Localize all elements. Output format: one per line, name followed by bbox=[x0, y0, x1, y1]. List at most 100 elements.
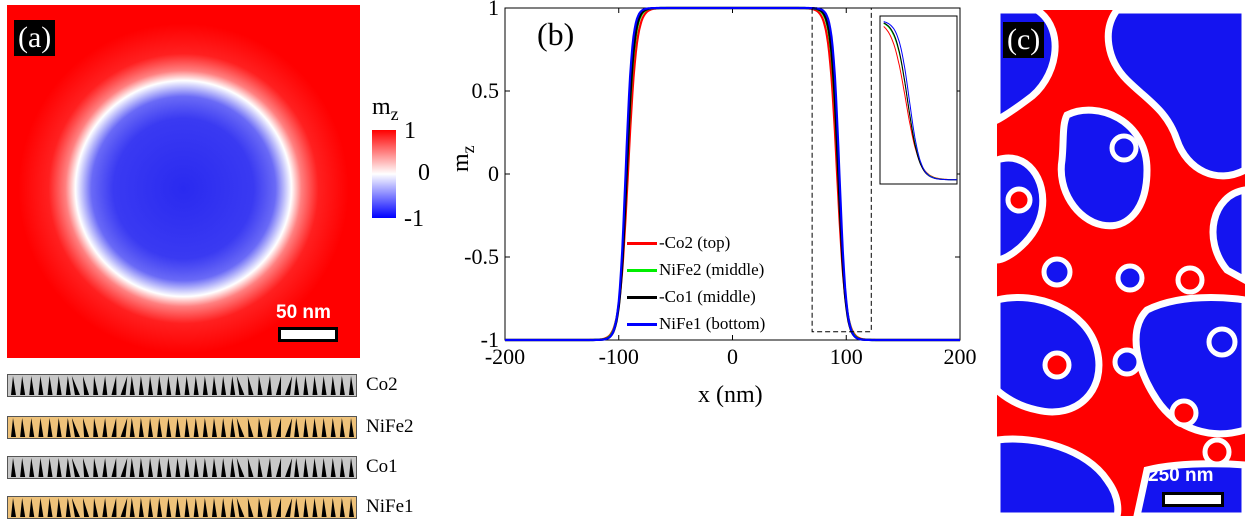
spin-arrow bbox=[266, 418, 272, 437]
spin-arrow bbox=[56, 498, 62, 517]
spin-arrows bbox=[11, 376, 354, 395]
spin-arrows bbox=[11, 418, 354, 437]
panel-a-label: (a) bbox=[14, 20, 56, 56]
spin-arrow bbox=[38, 498, 44, 517]
spin-arrow bbox=[349, 498, 354, 517]
spin-arrow bbox=[138, 498, 144, 517]
spin-arrow bbox=[20, 418, 26, 437]
skyrmion-map bbox=[7, 5, 360, 358]
spin-arrow bbox=[339, 458, 345, 477]
spin-arrow bbox=[47, 498, 53, 517]
spin-arrow bbox=[120, 418, 128, 437]
layer-label-co2: Co2 bbox=[366, 374, 398, 395]
spin-arrow bbox=[257, 458, 263, 477]
spin-arrow bbox=[148, 376, 154, 395]
x-tick-label: 200 bbox=[944, 344, 977, 369]
spin-arrow bbox=[129, 418, 135, 437]
spin-arrow bbox=[247, 418, 254, 437]
spin-arrow bbox=[221, 498, 227, 517]
x-tick-label: 100 bbox=[830, 344, 863, 369]
spin-arrow bbox=[157, 376, 163, 395]
spin-arrow bbox=[111, 458, 117, 477]
spin-arrow bbox=[138, 376, 144, 395]
spin-arrow bbox=[321, 498, 327, 517]
spin-arrow bbox=[120, 376, 128, 395]
x-tick-label: -100 bbox=[599, 344, 639, 369]
spin-arrow bbox=[349, 376, 354, 395]
colorbar-tick-1: 1 bbox=[404, 118, 416, 144]
spin-arrow bbox=[47, 418, 53, 437]
spin-arrow bbox=[184, 458, 190, 477]
spin-arrow bbox=[29, 458, 35, 477]
y-tick-label: -1 bbox=[481, 327, 499, 352]
spin-arrow bbox=[303, 418, 309, 437]
spin-arrow bbox=[349, 418, 354, 437]
spin-arrow bbox=[230, 458, 236, 477]
spin-arrow bbox=[202, 376, 208, 395]
spin-arrow bbox=[82, 376, 90, 395]
spin-arrow bbox=[339, 418, 345, 437]
spin-arrow bbox=[129, 458, 135, 477]
spin-arrow bbox=[303, 498, 309, 517]
spin-arrow bbox=[82, 418, 90, 437]
spin-arrow bbox=[349, 458, 354, 477]
spin-arrow bbox=[330, 418, 336, 437]
spin-arrow bbox=[294, 498, 300, 517]
spin-arrow bbox=[247, 498, 254, 517]
spin-arrow bbox=[312, 498, 318, 517]
spin-arrow bbox=[221, 458, 227, 477]
spin-arrow bbox=[93, 458, 99, 477]
spin-arrow bbox=[303, 458, 309, 477]
spin-arrow bbox=[20, 498, 26, 517]
spin-arrow bbox=[11, 458, 16, 477]
spin-arrow bbox=[65, 418, 71, 437]
chart-lines bbox=[505, 6, 960, 342]
spin-arrow bbox=[102, 458, 108, 477]
spin-arrow bbox=[303, 376, 309, 395]
spin-arrow bbox=[339, 498, 345, 517]
spin-arrow bbox=[166, 376, 172, 395]
spin-arrow bbox=[266, 376, 272, 395]
spin-arrow bbox=[65, 498, 71, 517]
panel-b-label: (b) bbox=[537, 16, 575, 52]
spin-arrow bbox=[157, 458, 163, 477]
y-tick-label: 0.5 bbox=[472, 78, 500, 103]
layer-strip-co1 bbox=[7, 456, 357, 479]
legend-item: -Co1 (middle) bbox=[627, 286, 809, 308]
spin-arrow bbox=[275, 376, 282, 395]
spin-arrow bbox=[202, 418, 208, 437]
spin-arrow bbox=[184, 418, 190, 437]
inset-region-box bbox=[811, 7, 872, 333]
spin-arrow bbox=[175, 458, 181, 477]
spin-arrow bbox=[65, 376, 71, 395]
spin-arrow bbox=[285, 376, 293, 395]
spin-arrow bbox=[166, 418, 172, 437]
spin-arrow bbox=[193, 418, 199, 437]
spin-arrow bbox=[111, 498, 117, 517]
spin-arrow bbox=[47, 376, 53, 395]
spin-arrow bbox=[102, 498, 108, 517]
scalebar-c bbox=[1162, 492, 1224, 507]
colorbar-title: mz bbox=[372, 94, 399, 124]
spin-arrow bbox=[111, 418, 117, 437]
spin-arrow bbox=[82, 498, 90, 517]
spin-arrow bbox=[294, 418, 300, 437]
spin-arrow bbox=[148, 498, 154, 517]
spin-arrow bbox=[211, 376, 217, 395]
spin-arrow bbox=[157, 418, 163, 437]
mz-profile-chart: -200 -100 0 100 200 1 0.5 0 -0.5 -1 bbox=[464, 0, 977, 369]
y-tick-label: 1 bbox=[488, 0, 499, 20]
spin-arrow bbox=[56, 376, 62, 395]
spin-arrow bbox=[148, 458, 154, 477]
spin-arrow bbox=[56, 458, 62, 477]
spin-arrow bbox=[120, 498, 128, 517]
spin-arrow bbox=[321, 458, 327, 477]
spin-arrow bbox=[312, 376, 318, 395]
spin-arrow bbox=[193, 458, 199, 477]
spin-arrow bbox=[38, 458, 44, 477]
spin-arrow bbox=[120, 458, 128, 477]
spin-arrow bbox=[102, 418, 108, 437]
spin-arrow bbox=[38, 376, 44, 395]
series-line bbox=[505, 6, 960, 342]
spin-arrow bbox=[275, 498, 282, 517]
